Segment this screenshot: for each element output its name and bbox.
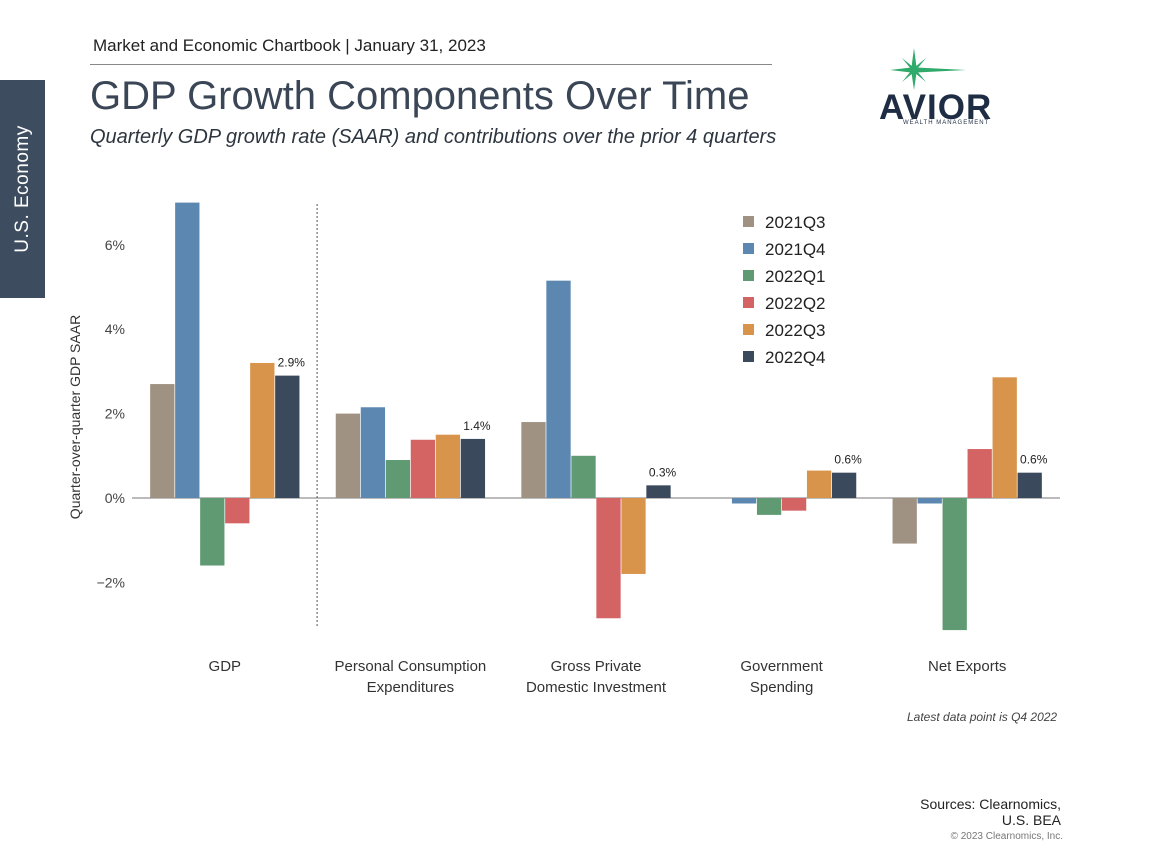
chart-note: Latest data point is Q4 2022 [907, 710, 1058, 724]
data-label: 0.3% [649, 465, 677, 479]
star-icon [890, 48, 966, 90]
bar-2022q3-1 [250, 362, 275, 498]
sources: Sources: Clearnomics, U.S. BEA [920, 796, 1061, 828]
company-logo: AVIOR WEALTH MANAGEMENT [876, 44, 1006, 130]
category-label: Spending [750, 679, 813, 696]
bar-2022q2-2 [410, 439, 436, 498]
bar-2022q2-3 [596, 498, 621, 619]
bar-2021q4-2 [360, 407, 386, 498]
bar-2022q1-1 [200, 498, 225, 566]
bar-2022q3-2 [435, 434, 461, 498]
legend-swatch [743, 270, 754, 281]
logo-subtitle: WEALTH MANAGEMENT [903, 120, 990, 126]
bar-2021q4-5 [917, 498, 942, 504]
category-label: Gross Private [551, 658, 642, 675]
category-label: GDP [209, 658, 242, 675]
legend-label: 2021Q3 [765, 213, 826, 232]
page-subtitle: Quarterly GDP growth rate (SAAR) and con… [90, 126, 777, 148]
logo-name: AVIOR [879, 88, 993, 127]
bar-2021q4-3 [546, 280, 571, 498]
y-tick-label: 0% [105, 490, 125, 506]
header-divider [90, 64, 772, 65]
bar-2021q3-1 [150, 384, 175, 498]
sources-line-2: U.S. BEA [1001, 812, 1061, 828]
data-label: 0.6% [1020, 453, 1048, 467]
data-label: 1.4% [463, 419, 491, 433]
category-label: Government [740, 658, 823, 675]
legend-label: 2022Q1 [765, 267, 826, 286]
copyright: © 2023 Clearnomics, Inc. [950, 831, 1063, 842]
bar-2022q3-3 [621, 498, 646, 574]
legend-label: 2022Q2 [765, 294, 826, 313]
bar-2021q4-1 [175, 202, 200, 498]
y-tick-label: −2% [97, 574, 125, 590]
page-title: GDP Growth Components Over Time [90, 74, 750, 118]
chartbook-header: Market and Economic Chartbook | January … [93, 36, 486, 55]
data-label: 2.9% [278, 356, 306, 370]
bar-2021q3-5 [892, 498, 917, 544]
category-label: Net Exports [928, 658, 1006, 675]
y-axis-label: Quarter-over-quarter GDP SAAR [67, 315, 83, 519]
data-label: 0.6% [834, 453, 862, 467]
bar-2022q1-5 [942, 498, 967, 631]
bar-2021q3-3 [521, 422, 546, 498]
bar-2022q3-4 [806, 470, 832, 498]
section-tab: U.S. Economy [0, 80, 45, 298]
bar-2022q1-2 [385, 460, 411, 498]
y-tick-label: 4% [105, 321, 125, 337]
category-label: Domestic Investment [526, 679, 667, 696]
category-label: Personal Consumption [335, 658, 487, 675]
y-tick-label: 2% [105, 406, 125, 422]
legend-label: 2021Q4 [765, 240, 826, 259]
legend-label: 2022Q3 [765, 321, 826, 340]
bar-2022q1-3 [571, 455, 596, 498]
legend-label: 2022Q4 [765, 348, 826, 367]
bar-2022q3-5 [992, 377, 1017, 498]
bar-2022q2-1 [225, 498, 250, 524]
bar-2021q4-4 [731, 498, 757, 504]
bar-2022q4-3 [646, 485, 671, 498]
legend-swatch [743, 216, 754, 227]
bar-2022q2-5 [967, 449, 992, 498]
sources-line-1: Sources: Clearnomics, [920, 796, 1061, 812]
bar-2022q2-4 [781, 498, 807, 511]
bar-2022q4-5 [1017, 472, 1042, 498]
bar-2022q1-4 [756, 498, 782, 515]
legend-swatch [743, 297, 754, 308]
bar-2022q4-1 [275, 375, 300, 498]
bar-2022q4-2 [460, 438, 486, 498]
y-tick-label: 6% [105, 237, 125, 253]
legend-swatch [743, 351, 754, 362]
bar-2022q4-4 [831, 472, 857, 498]
category-label: Expenditures [367, 679, 455, 696]
legend-swatch [743, 243, 754, 254]
bar-2021q3-2 [335, 413, 361, 498]
legend-swatch [743, 324, 754, 335]
